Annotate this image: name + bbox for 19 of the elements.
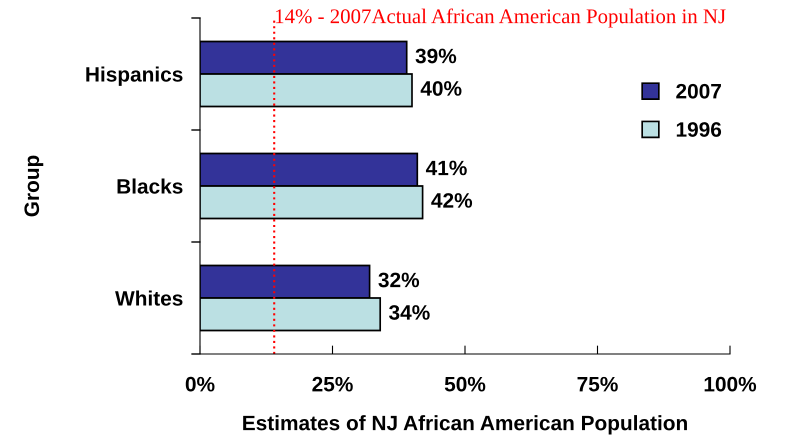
- x-tick-label: 100%: [704, 376, 756, 392]
- x-tick-label: 50%: [444, 376, 486, 392]
- ref-line-label: 14% - 2007Actual African American Population in NJ: [276, 8, 726, 28]
- x-tick-label: 25%: [312, 376, 353, 392]
- x-axis-title: Estimates of NJ African American Population: [243, 415, 687, 435]
- y-tick-label: Hispanics: [86, 66, 182, 86]
- data-label: 39%: [416, 48, 456, 64]
- legend-label: 2007: [676, 84, 721, 99]
- x-tick-label: 0%: [186, 376, 215, 392]
- y-tick-label: Whites: [115, 290, 182, 306]
- data-label: 42%: [431, 193, 472, 208]
- data-label: 40%: [420, 81, 462, 96]
- x-tick-label: 75%: [578, 376, 618, 392]
- data-label: 34%: [389, 305, 430, 320]
- data-label: 41%: [426, 160, 467, 176]
- y-axis-title: Group: [24, 156, 44, 216]
- y-tick-label: Blacks: [118, 178, 182, 194]
- legend-label: 1996: [676, 122, 722, 137]
- data-label: 32%: [378, 272, 420, 288]
